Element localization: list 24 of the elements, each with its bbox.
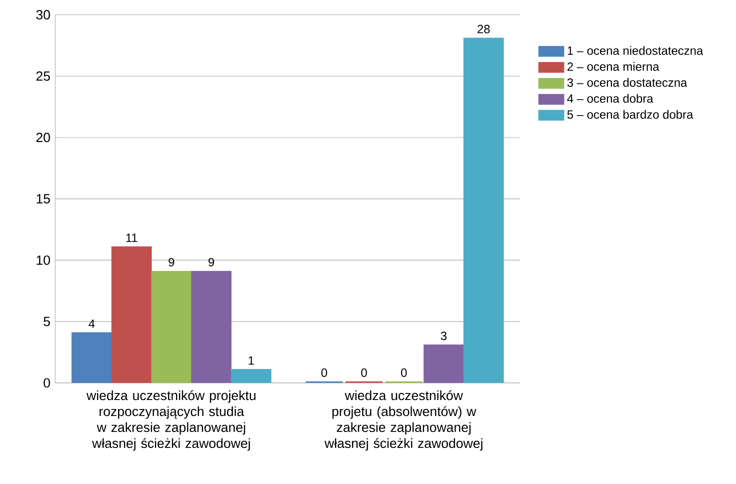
data-label: 9: [208, 258, 214, 267]
data-label: 4: [88, 320, 95, 328]
y-tick-label: 30: [36, 10, 50, 20]
data-label: 1: [248, 356, 254, 365]
y-tick-label: 0: [44, 378, 50, 388]
data-label: 28: [478, 24, 490, 34]
legend-label: 1 – ocena niedostateczna: [568, 46, 704, 55]
data-label: 0: [321, 368, 328, 377]
y-tick-label: 10: [36, 256, 50, 265]
legend-label: 4 – ocena dobra: [567, 94, 654, 103]
y-tick-label: 25: [36, 71, 50, 81]
y-tick-label: 5: [44, 316, 50, 326]
data-label: 9: [168, 258, 174, 267]
legend-label: 2 – ocena mierna: [567, 62, 660, 71]
data-label: 11: [126, 234, 138, 242]
data-label: 0: [401, 368, 407, 377]
legend-label: 3 – ocena dostateczna: [567, 78, 688, 87]
y-tick-label: 15: [36, 194, 50, 204]
data-label: 3: [440, 332, 447, 340]
x-tick-label: wiedza uczestników projektu rozpoczynających studia w zakresie zaplanowanej własnej ścieżki zawodowej: [86, 390, 256, 451]
data-label: 0: [361, 368, 367, 377]
legend-label: 5 – ocena bardzo dobra: [567, 110, 694, 119]
x-tick-label: wiedza uczestników projetu (absolwentów) w zakresie zaplanowanej własnej ścieżki zawodowej: [324, 390, 482, 451]
y-tick-label: 20: [36, 132, 50, 142]
